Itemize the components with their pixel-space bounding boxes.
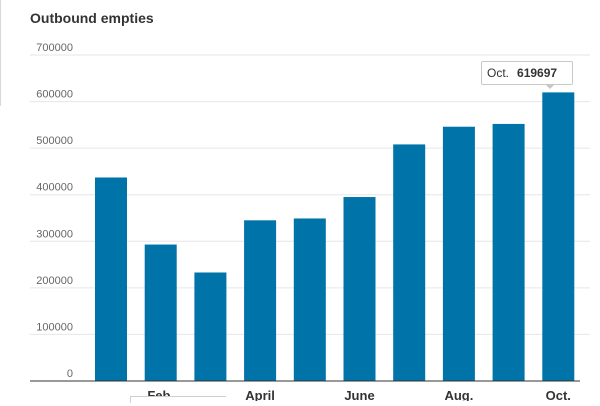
chart-title: Outbound empties [30,10,154,26]
bar-aug[interactable] [442,126,475,381]
bar-july[interactable] [393,144,426,381]
tooltip-arrow [545,84,555,89]
bar-oct[interactable] [542,92,575,381]
x-tick-label: April [245,388,275,401]
tooltip-label: Oct. [487,66,510,80]
y-tick-label: 500000 [36,135,73,147]
bar-sept[interactable] [492,123,525,381]
bar-may[interactable] [293,218,326,381]
y-tick-label: 600000 [36,89,73,101]
bar-june[interactable] [343,197,376,381]
y-tick-label: 100000 [36,321,73,333]
y-tick-label: 200000 [36,275,73,287]
bar-tooltip: Oct. 619697 [481,61,573,85]
y-tick-label: 700000 [36,42,73,54]
bar-march[interactable] [194,272,227,381]
bottom-panel-edge [130,396,226,403]
bar-feb[interactable] [144,244,177,381]
x-tick-label: June [344,388,374,401]
y-tick-label: 300000 [36,228,73,240]
y-tick-label: 0 [67,368,73,380]
bar-april[interactable] [244,220,277,381]
y-tick-label: 400000 [36,182,73,194]
tooltip-value: 619697 [517,66,558,80]
bar-jan[interactable] [95,177,127,381]
x-tick-label: Aug. [444,388,473,401]
left-border [0,0,1,106]
x-tick-label: Oct. [546,388,571,401]
